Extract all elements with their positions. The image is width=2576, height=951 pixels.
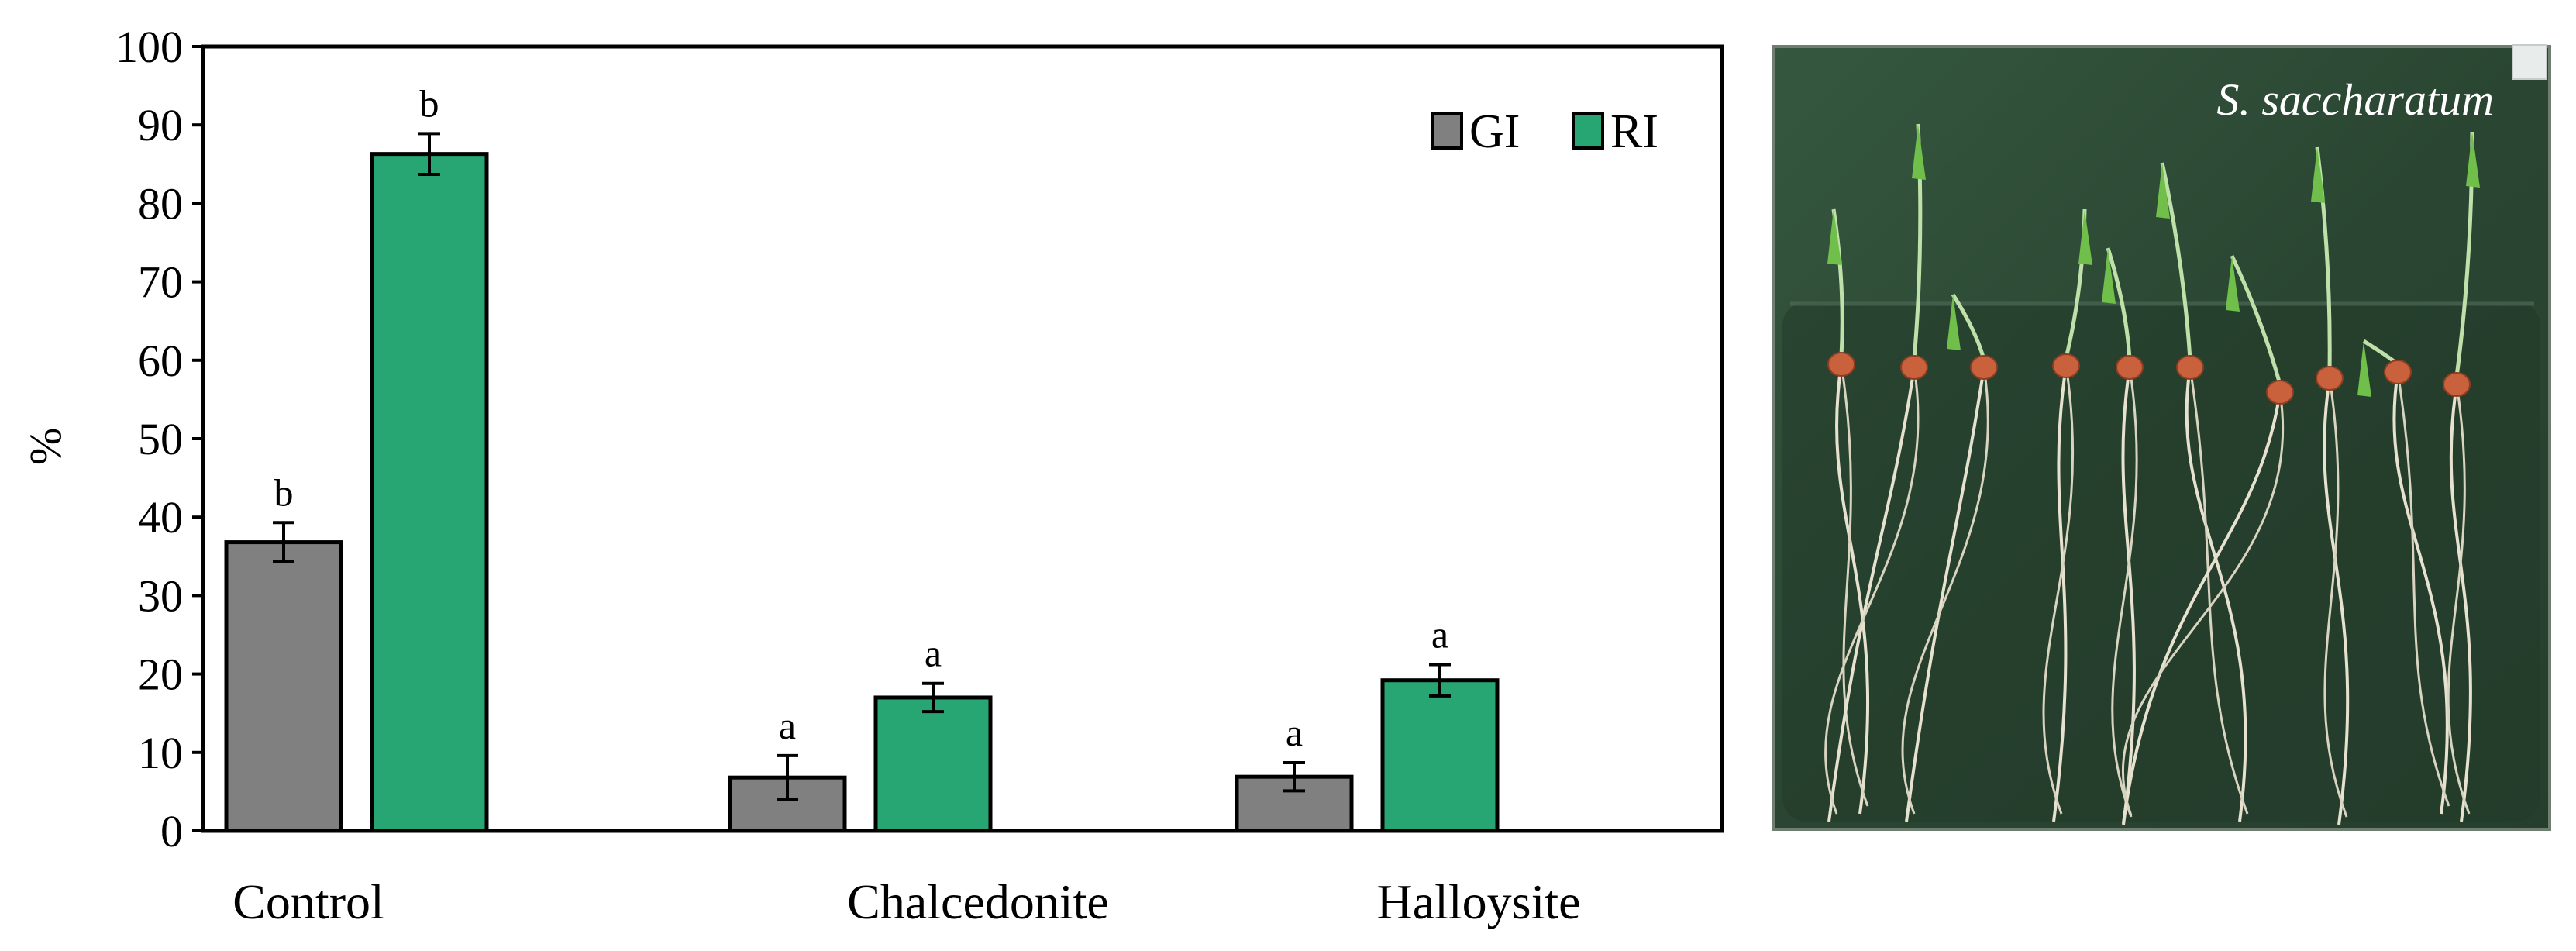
bar-gi-control: [224, 540, 343, 833]
seedling-leaf: [2311, 147, 2325, 203]
seedling-leaf: [2078, 209, 2092, 265]
bar-ri-control: [370, 152, 489, 833]
y-tick-label: 50: [138, 414, 183, 464]
y-tick-label: 60: [138, 336, 183, 386]
seedling-photo: S. saccharatum: [1772, 44, 2551, 831]
seedling-root: [2396, 371, 2450, 807]
seedling-leaf: [1827, 209, 1841, 265]
significance-letter: b: [420, 81, 439, 125]
y-axis: 0 10 20 30 40 50 60 70 80 90 100: [115, 22, 203, 856]
seedling-leaf: [2226, 256, 2240, 312]
seedling-root: [2111, 367, 2138, 818]
seedling-shoot: [1951, 293, 1986, 360]
significance-letter: a: [779, 704, 796, 747]
seedling-leaf: [2156, 163, 2170, 219]
bar-ri-halloysite: [1380, 678, 1500, 833]
error-bars-layer: [273, 132, 1451, 801]
legend-label-ri: RI: [1610, 105, 1658, 158]
significance-letter: a: [925, 632, 942, 675]
seedling-root: [2323, 377, 2350, 825]
significance-letter: a: [1286, 711, 1303, 754]
seed: [2176, 355, 2204, 380]
legend-swatch-ri: [1572, 112, 1604, 150]
y-axis-label: %: [20, 428, 71, 465]
seedling-leaf: [2102, 248, 2116, 304]
seed: [2316, 366, 2344, 391]
y-tick-label: 90: [138, 100, 183, 150]
y-tick-label: 70: [138, 257, 183, 308]
seedling-shoot: [2106, 247, 2132, 360]
significance-letter: a: [1431, 612, 1448, 656]
seedling-root: [2042, 365, 2075, 815]
seedling-root: [2189, 367, 2249, 815]
x-category-label: Chalcedonite: [847, 874, 1109, 929]
seedling-root: [2121, 391, 2285, 816]
photo-corner-tag: [2512, 44, 2547, 80]
seed: [1827, 352, 1855, 377]
bars-layer: [224, 152, 1500, 833]
y-tick-label: 80: [138, 178, 183, 229]
seedling-root: [1827, 367, 1916, 822]
photo-caption: S. saccharatum: [2216, 74, 2494, 125]
y-tick-label: 0: [160, 806, 183, 856]
x-axis-categories: Control Chalcedonite Halloysite: [232, 874, 1580, 929]
y-tick-label: 100: [115, 22, 183, 72]
bar-ri-chalcedonite: [873, 695, 993, 833]
legend-swatch-gi: [1431, 112, 1463, 150]
seed: [1900, 355, 1928, 380]
significance-letter: b: [274, 470, 294, 514]
seed: [1970, 355, 1998, 380]
seedling-root: [1835, 364, 1870, 815]
seed: [2443, 372, 2471, 397]
seedling-root: [2185, 367, 2247, 822]
seedling-root: [1905, 367, 1985, 822]
seedling-shoot: [2230, 254, 2282, 385]
seedling-root: [2122, 391, 2282, 824]
seedling-leaf: [2466, 132, 2480, 188]
tray-inner: [1782, 302, 2540, 822]
seed: [2266, 380, 2294, 405]
legend-label-gi: GI: [1469, 105, 1520, 158]
seed: [2384, 360, 2412, 384]
x-category-label: Control: [232, 874, 384, 929]
seedling-shoot: [2160, 162, 2192, 360]
seedlings: [1824, 123, 2480, 825]
x-category-label: Halloysite: [1376, 874, 1580, 929]
seedling-root: [1840, 364, 1869, 807]
significance-letters-layer: b a a b a a: [274, 81, 1449, 754]
seedling-root: [1824, 367, 1920, 815]
seedling-root: [2449, 384, 2472, 822]
seedling-root: [1901, 367, 1989, 815]
y-tick-label: 30: [138, 570, 183, 621]
seedling-leaf: [1912, 124, 1926, 180]
y-tick-label: 10: [138, 728, 183, 778]
seedling-root: [2392, 371, 2449, 815]
seedling-leaf: [2357, 341, 2371, 397]
seed: [2052, 353, 2080, 378]
seed: [2116, 355, 2144, 380]
seedling-root: [2323, 377, 2348, 818]
y-tick-label: 20: [138, 650, 183, 700]
seedling-root: [2447, 384, 2471, 815]
seedling-leaf: [1947, 295, 1961, 350]
y-tick-label: 40: [138, 492, 183, 543]
legend: GI RI: [1431, 105, 1658, 158]
